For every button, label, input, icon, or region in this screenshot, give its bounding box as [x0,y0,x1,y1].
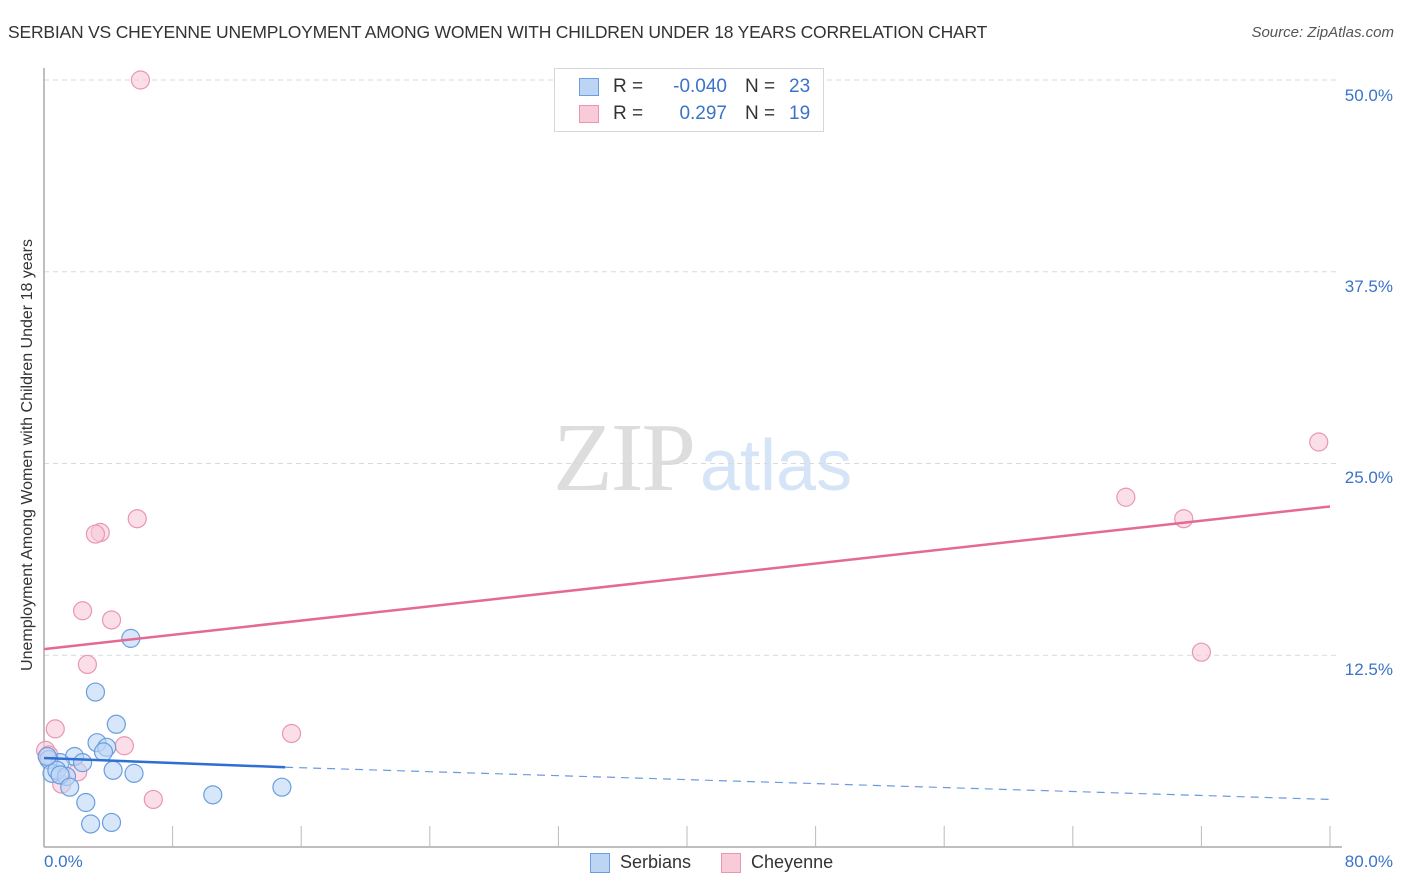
axes [43,68,1342,848]
source-credit: Source: ZipAtlas.com [1251,24,1394,41]
y-tick-25: 25.0% [1344,468,1393,487]
legend-item-serbians[interactable]: Serbians [590,852,691,873]
data-point [37,746,57,767]
r-label: R = [613,76,644,97]
gridlines [44,79,1340,656]
n-value-cheyenne: 19 [789,103,811,124]
data-point [60,777,80,797]
n-label: N = [745,103,776,124]
serbians-legend-swatch [590,852,610,873]
correlation-legend: R = -0.040 N = 23 R = 0.297 N = 19 [554,68,824,132]
data-point [85,524,106,544]
data-point [103,760,123,780]
data-point [93,742,114,762]
serbians-points [37,628,292,834]
legend-label-serbians: Serbians [620,852,692,872]
n-value-serbians: 23 [789,76,811,97]
data-point [1191,642,1212,662]
data-point [101,610,122,630]
data-point [106,714,126,734]
data-point [281,723,302,744]
data-point [81,814,101,834]
data-point [114,736,134,756]
legend-row-cheyenne: R = 0.297 N = 19 [579,102,810,126]
legend-row-serbians: R = -0.040 N = 23 [579,75,810,99]
x-tick-80: 80.0% [1344,852,1393,871]
serbians-trend-extension [285,766,1331,801]
cheyenne-trend-line [43,505,1331,651]
cheyenne-points [36,70,1329,810]
data-point [1309,432,1329,452]
r-label: R = [613,103,644,124]
data-point [72,601,93,621]
y-tick-37-5: 37.5% [1344,277,1393,296]
series-legend: Serbians Cheyenne [590,852,863,873]
data-point [143,789,163,810]
data-point [203,785,223,805]
trend-lines [43,505,1331,801]
data-point [101,812,122,833]
watermark-zip: ZIP [553,404,696,512]
cheyenne-legend-swatch [721,852,742,873]
cheyenne-swatch [579,105,599,123]
zipatlas-watermark: ZIPatlas [553,402,852,514]
data-point [1116,487,1136,507]
x-tick-0: 0.0% [44,852,83,871]
y-tick-12-5: 12.5% [1344,660,1393,679]
y-axis-label: Unemployment Among Women with Children U… [19,239,36,671]
data-point [272,777,292,797]
data-point [76,792,96,813]
data-point [127,509,147,529]
data-point [1174,509,1194,529]
data-point [124,763,144,783]
data-point [72,753,93,773]
legend-item-cheyenne[interactable]: Cheyenne [721,852,833,873]
data-point [45,719,65,739]
r-value-cheyenne: 0.297 [679,103,727,124]
data-point [77,654,98,675]
chart-title: SERBIAN VS CHEYENNE UNEMPLOYMENT AMONG W… [8,22,988,42]
serbians-trend-line [43,756,286,769]
data-point [85,682,106,702]
watermark-atlas: atlas [700,426,853,506]
n-label: N = [745,76,776,97]
r-value-serbians: -0.040 [673,76,727,97]
legend-label-cheyenne: Cheyenne [751,852,834,872]
data-point [130,70,151,90]
y-tick-50: 50.0% [1344,86,1393,105]
serbians-swatch [579,78,599,96]
